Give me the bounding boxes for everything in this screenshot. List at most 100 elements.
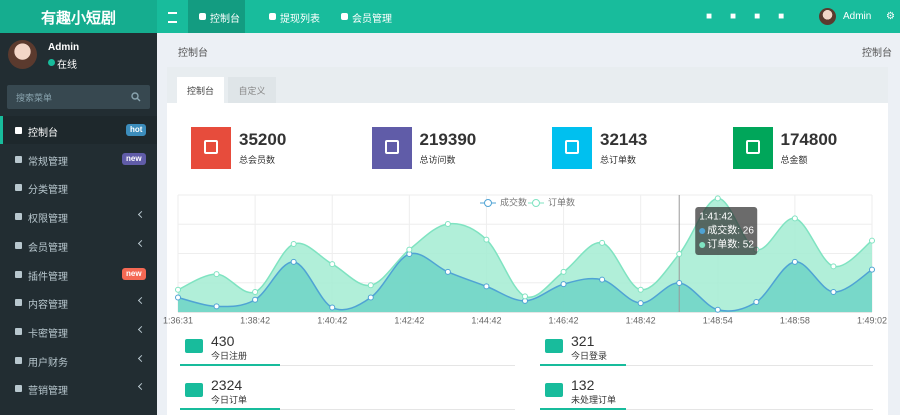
- user-status: 在线: [57, 60, 77, 71]
- stat-glyph: [384, 140, 399, 154]
- menu-badge: hot: [126, 124, 147, 136]
- x-tick-label: 1:44:42: [471, 315, 501, 325]
- point: [560, 268, 567, 275]
- point: [869, 237, 875, 244]
- menu-toggle[interactable]: [168, 12, 177, 23]
- top-avatar: [819, 8, 836, 25]
- divider: [180, 409, 515, 410]
- menu-icon: [15, 385, 22, 393]
- menu-item[interactable]: 权限管理: [28, 214, 68, 226]
- menu-item[interactable]: 卡密管理: [28, 328, 68, 340]
- panel: [167, 67, 888, 415]
- menu-icon: [15, 184, 22, 192]
- tooltip: [695, 207, 758, 255]
- menu-icon: [15, 241, 22, 249]
- avatar: [8, 40, 37, 69]
- stat-label: 总金额: [780, 155, 808, 165]
- point: [367, 294, 374, 301]
- breadcrumb: 控制台: [178, 48, 208, 59]
- today-label: 今日注册: [211, 351, 248, 361]
- menu-item[interactable]: 插件管理: [28, 271, 68, 283]
- x-tick-label: 1:49:02: [857, 315, 887, 325]
- point: [252, 288, 259, 295]
- menu-icon: [15, 127, 22, 134]
- x-tick-label: 1:48:58: [780, 315, 810, 325]
- menu-icon: [15, 327, 22, 335]
- point: [483, 236, 490, 243]
- today-value: 132: [571, 377, 595, 393]
- stat-glyph: [565, 140, 579, 154]
- tab[interactable]: [177, 77, 224, 103]
- point: [791, 258, 798, 265]
- stat-value: 174800: [780, 130, 838, 149]
- point: [483, 283, 490, 290]
- x-tick-label: 1:40:42: [317, 315, 347, 325]
- today-icon: [185, 383, 203, 397]
- point: [367, 282, 374, 289]
- point: [599, 239, 606, 246]
- point: [637, 300, 644, 307]
- x-tick-label: 1:46:42: [549, 315, 579, 325]
- point: [213, 303, 220, 310]
- tooltip-item: 成交数: 26: [707, 224, 754, 237]
- menu-badge: new: [122, 267, 146, 280]
- point: [869, 266, 875, 273]
- today-icon: [185, 339, 203, 353]
- menu-item[interactable]: 用户财务: [28, 357, 68, 369]
- today-label: 未处理订单: [571, 395, 617, 405]
- area: [178, 253, 872, 312]
- nav-item[interactable]: 控制台: [210, 14, 240, 25]
- tab-label: 自定义: [238, 86, 266, 96]
- menu-item[interactable]: 会员管理: [28, 242, 68, 254]
- point: [791, 215, 798, 222]
- underline: [180, 408, 280, 410]
- stat-value: 32143: [600, 130, 648, 149]
- tooltip-item: 订单数: 52: [707, 238, 754, 251]
- menu-icon: [15, 155, 22, 163]
- x-tick-label: 1:36:31: [163, 315, 193, 325]
- stat-label: 总访问数: [419, 155, 456, 165]
- search-box[interactable]: [7, 85, 150, 109]
- menu-item[interactable]: 营销管理: [28, 386, 68, 398]
- divider: [180, 365, 515, 366]
- stat-icon: [371, 127, 412, 169]
- point: [676, 280, 683, 287]
- tab-header: [167, 67, 888, 103]
- menu-item[interactable]: 分类管理: [28, 185, 68, 197]
- point: [252, 296, 259, 303]
- stat-icon: [191, 127, 231, 169]
- top-settings[interactable]: ⚙: [886, 11, 895, 22]
- point: [444, 268, 451, 275]
- menu-icon: [15, 270, 22, 278]
- top-user: Admin: [843, 11, 872, 22]
- tab[interactable]: [228, 77, 276, 103]
- today-label: 今日登录: [571, 351, 608, 361]
- breadcrumb-right: 控制台: [862, 48, 892, 59]
- point: [830, 288, 837, 295]
- x-tick-label: 1:48:54: [703, 315, 733, 325]
- x-tick-label: 1:38:42: [240, 315, 270, 325]
- top-icons: ■■■■: [706, 11, 803, 22]
- menu-badge: new: [122, 152, 146, 165]
- menu-item[interactable]: 常规管理: [28, 156, 68, 168]
- user-name: Admin: [48, 42, 80, 53]
- today-value: 2324: [211, 377, 243, 393]
- menu-item[interactable]: 内容管理: [28, 300, 68, 312]
- point: [329, 261, 336, 268]
- point: [329, 304, 336, 311]
- stat-label: 总订单数: [600, 155, 637, 165]
- legend-label: 订单数: [548, 196, 575, 207]
- point: [599, 276, 606, 283]
- point: [560, 281, 567, 288]
- nav-item[interactable]: 提现列表: [280, 14, 320, 25]
- divider: [540, 365, 873, 366]
- nav-item[interactable]: 会员管理: [352, 14, 392, 25]
- search-icon: [131, 92, 141, 102]
- today-value: 430: [211, 333, 235, 349]
- menu-item[interactable]: 控制台: [28, 128, 58, 139]
- point: [175, 286, 181, 293]
- point: [522, 293, 528, 300]
- point: [676, 251, 683, 258]
